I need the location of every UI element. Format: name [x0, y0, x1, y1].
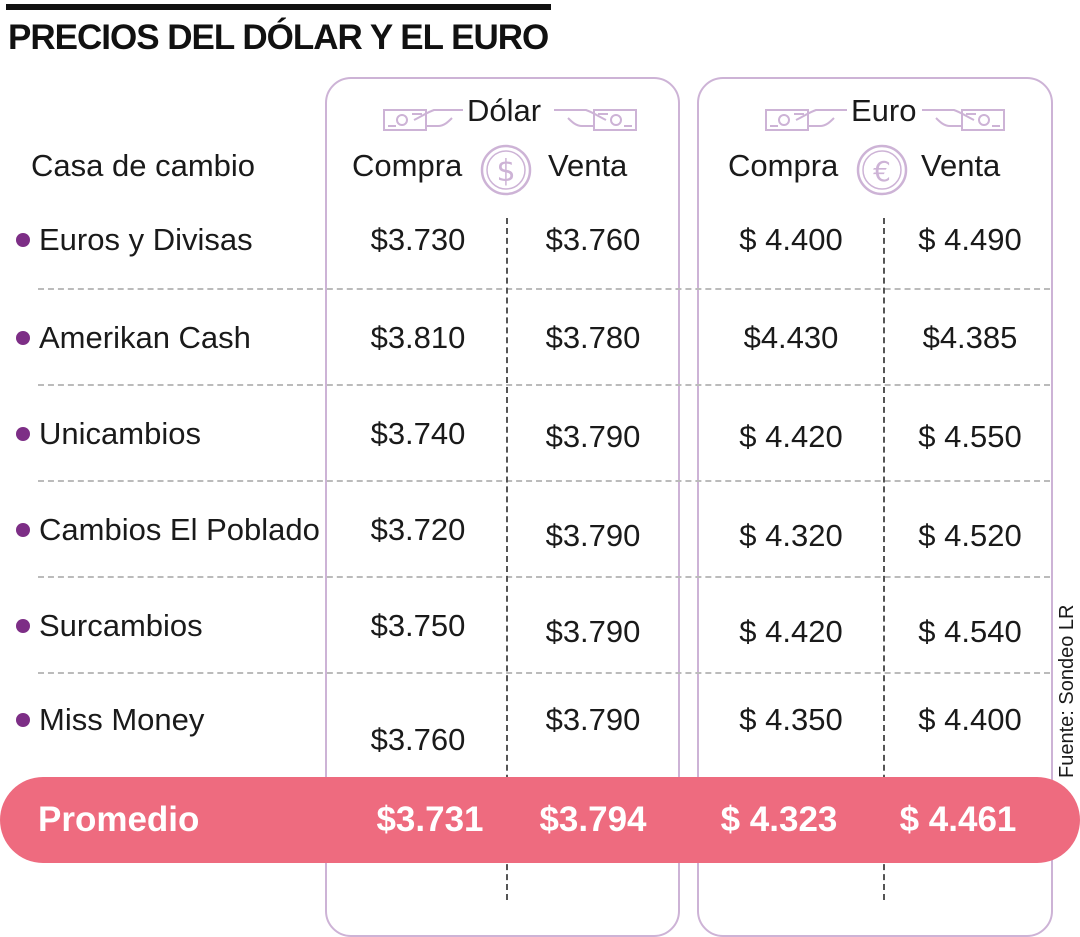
euro-sell-cell: $ 4.540 — [918, 614, 1022, 649]
bullet-icon — [16, 713, 30, 727]
euro-sell-cell: $4.385 — [922, 320, 1018, 355]
hand-giving-money-icon — [765, 109, 848, 131]
row-separator — [38, 288, 1050, 290]
euro-header: Euro — [847, 93, 921, 129]
title-rule — [6, 4, 551, 10]
bullet-icon — [16, 331, 30, 345]
row-separator — [38, 480, 1050, 482]
exchange-house-label: Amerikan Cash — [16, 320, 251, 356]
bullet-icon — [16, 233, 30, 247]
exchange-house-name: Surcambios — [39, 608, 203, 643]
exchange-house-label: Unicambios — [16, 416, 201, 452]
dollar-sell-cell: $3.790 — [545, 702, 641, 737]
exchange-house-label: Euros y Divisas — [16, 222, 253, 258]
dollar-buy-cell: $3.730 — [370, 222, 466, 257]
dollar-sell-cell: $3.790 — [545, 614, 641, 649]
average-euro-sell: $ 4.461 — [899, 800, 1017, 839]
average-dollar-sell: $3.794 — [539, 800, 647, 839]
average-euro-buy: $ 4.323 — [720, 800, 838, 839]
exchange-house-name: Amerikan Cash — [39, 320, 251, 355]
dollar-header: Dólar — [463, 93, 546, 129]
euro-sell-cell: $ 4.550 — [918, 419, 1022, 454]
dollar-buy-cell: $3.720 — [370, 512, 466, 547]
euro-column-divider — [883, 218, 885, 900]
average-dollar-buy: $3.731 — [376, 800, 484, 839]
dollar-sell-cell: $3.790 — [545, 419, 641, 454]
dollar-sell-header: Venta — [548, 148, 628, 183]
dollar-column-divider — [506, 218, 508, 900]
euro-sell-cell: $ 4.400 — [918, 702, 1022, 737]
euro-buy-cell: $4.430 — [743, 320, 839, 355]
euro-buy-cell: $ 4.420 — [739, 419, 843, 454]
euro-sell-cell: $ 4.520 — [918, 518, 1022, 553]
euro-buy-header: Compra — [728, 148, 839, 183]
dollar-sell-cell: $3.790 — [545, 518, 641, 553]
bullet-icon — [16, 523, 30, 537]
euro-buy-cell: $ 4.400 — [739, 222, 843, 257]
euro-buy-cell: $ 4.350 — [739, 702, 843, 737]
exchange-house-name: Unicambios — [39, 416, 201, 451]
row-separator — [38, 672, 1050, 674]
euro-buy-cell: $ 4.320 — [739, 518, 843, 553]
dollar-buy-cell: $3.750 — [370, 608, 466, 643]
exchange-house-label: Surcambios — [16, 608, 203, 644]
bullet-icon — [16, 619, 30, 633]
source-note: Fuente: Sondeo LR — [1056, 604, 1078, 778]
svg-text:$: $ — [496, 154, 515, 189]
house-column-header: Casa de cambio — [31, 148, 256, 183]
hand-receiving-money-icon — [922, 109, 1005, 131]
euro-sell-cell: $ 4.490 — [918, 222, 1022, 257]
euro-sell-header: Venta — [921, 148, 1001, 183]
average-label: Promedio — [38, 800, 200, 839]
dollar-buy-cell: $3.810 — [370, 320, 466, 355]
dollar-sell-cell: $3.780 — [545, 320, 641, 355]
row-separator — [38, 384, 1050, 386]
dollar-buy-cell: $3.760 — [370, 722, 466, 757]
euro-coin-icon: € — [856, 144, 908, 196]
hand-receiving-money-icon — [554, 109, 637, 131]
exchange-house-label: Cambios El Poblado — [16, 512, 320, 548]
row-separator — [38, 576, 1050, 578]
bullet-icon — [16, 427, 30, 441]
exchange-house-name: Cambios El Poblado — [39, 512, 320, 547]
exchange-house-name: Miss Money — [39, 702, 205, 737]
dollar-buy-cell: $3.740 — [370, 416, 466, 451]
exchange-house-label: Miss Money — [16, 702, 204, 738]
dollar-coin-icon: $ — [480, 144, 532, 196]
hand-giving-money-icon — [383, 109, 466, 131]
exchange-house-name: Euros y Divisas — [39, 222, 253, 257]
average-bar — [0, 777, 1080, 863]
dollar-buy-header: Compra — [352, 148, 463, 183]
svg-text:€: € — [873, 155, 891, 188]
dollar-sell-cell: $3.760 — [545, 222, 641, 257]
chart-title: PRECIOS DEL DÓLAR Y EL EURO — [8, 18, 549, 57]
euro-buy-cell: $ 4.420 — [739, 614, 843, 649]
